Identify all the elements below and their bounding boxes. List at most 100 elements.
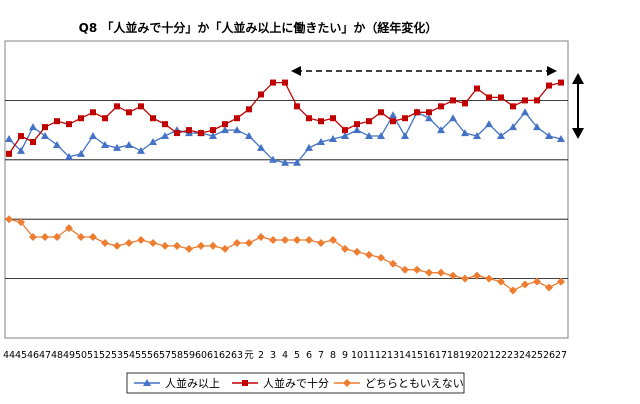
data-point (53, 140, 61, 148)
data-point (377, 253, 385, 262)
legend-box (126, 372, 465, 394)
data-point (162, 121, 168, 128)
data-point (414, 109, 420, 116)
x-tick-label: 22 (495, 350, 507, 361)
data-point (341, 244, 349, 253)
data-point (401, 132, 409, 140)
data-point (65, 224, 73, 233)
data-point (462, 100, 468, 107)
x-tick-label: 11 (363, 350, 375, 361)
data-point (269, 155, 277, 163)
data-point (546, 82, 552, 89)
data-point (342, 127, 348, 134)
data-point (198, 130, 204, 137)
data-point (426, 109, 432, 116)
data-point (29, 123, 37, 131)
data-point (6, 150, 12, 157)
data-point (30, 138, 36, 145)
data-point (209, 132, 217, 140)
data-point (378, 109, 384, 116)
x-tick-label: 6 (306, 350, 312, 361)
data-point (113, 241, 121, 250)
data-point (390, 118, 396, 125)
data-point (65, 152, 73, 160)
x-tick-label: 24 (519, 350, 531, 361)
legend-marker-triangle (143, 379, 151, 386)
data-point (149, 238, 157, 247)
series-1 (6, 79, 564, 157)
x-tick-label: 18 (447, 350, 459, 361)
data-point (353, 247, 361, 256)
data-point (293, 158, 301, 166)
data-point (125, 238, 133, 247)
data-point (522, 97, 528, 104)
data-point (17, 218, 25, 227)
data-point (150, 115, 156, 122)
data-point (245, 132, 253, 140)
data-point (341, 132, 349, 140)
x-tick-label: 14 (399, 350, 411, 361)
x-tick-label: 56 (147, 350, 159, 361)
data-point (257, 233, 265, 242)
legend-marker-diamond (343, 379, 351, 387)
series-layer (5, 79, 565, 295)
x-tick-label: 19 (459, 350, 471, 361)
data-point (305, 143, 313, 151)
data-point (558, 79, 564, 86)
data-point (401, 265, 409, 274)
data-point (473, 271, 481, 280)
data-point (101, 238, 109, 247)
x-tick-label: 27 (555, 350, 567, 361)
data-point (5, 135, 13, 143)
legend-marker-square (242, 380, 248, 386)
arrowhead-down (572, 128, 584, 139)
x-tick-label: 7 (318, 350, 324, 361)
data-point (438, 103, 444, 110)
data-point (305, 235, 313, 244)
data-point (497, 132, 505, 140)
data-point (245, 238, 253, 247)
data-point (17, 146, 25, 154)
data-point (221, 244, 229, 253)
x-tick-label: 15 (411, 350, 423, 361)
data-point (77, 233, 85, 242)
data-point (221, 126, 229, 134)
data-point (365, 250, 373, 259)
legend-item-above-average: 人並み以上 (134, 376, 220, 390)
chart-title: Q8 「人並みで十分」か「人並み以上に働きたい」か（経年変化） (79, 20, 438, 35)
x-tick-label: 26 (543, 350, 555, 361)
x-tick-label: 25 (531, 350, 543, 361)
data-point (90, 109, 96, 116)
data-point (306, 115, 312, 122)
data-point (269, 235, 277, 244)
data-point (557, 277, 565, 286)
data-point (545, 283, 553, 292)
data-point (354, 121, 360, 128)
data-point (425, 268, 433, 277)
data-point (461, 274, 469, 283)
data-point (510, 103, 516, 110)
data-point (125, 140, 133, 148)
data-point (233, 126, 241, 134)
legend-item-average-enough: 人並みで十分 (232, 376, 329, 390)
data-point (509, 286, 517, 295)
x-tick-label: 9 (342, 350, 348, 361)
data-point (138, 103, 144, 110)
data-point (521, 108, 529, 116)
data-point (258, 91, 264, 98)
data-point (449, 114, 457, 122)
data-point (389, 111, 397, 119)
data-point (186, 127, 192, 134)
x-tick-label: 55 (135, 350, 147, 361)
data-point (42, 124, 48, 131)
data-point (77, 149, 85, 157)
data-point (281, 235, 289, 244)
data-point (149, 137, 157, 145)
x-tick-label: 元 (244, 350, 254, 361)
arrowhead-up (572, 73, 584, 84)
data-point (66, 121, 72, 128)
x-tick-label: 59 (183, 350, 195, 361)
x-tick-label: 45 (15, 350, 27, 361)
